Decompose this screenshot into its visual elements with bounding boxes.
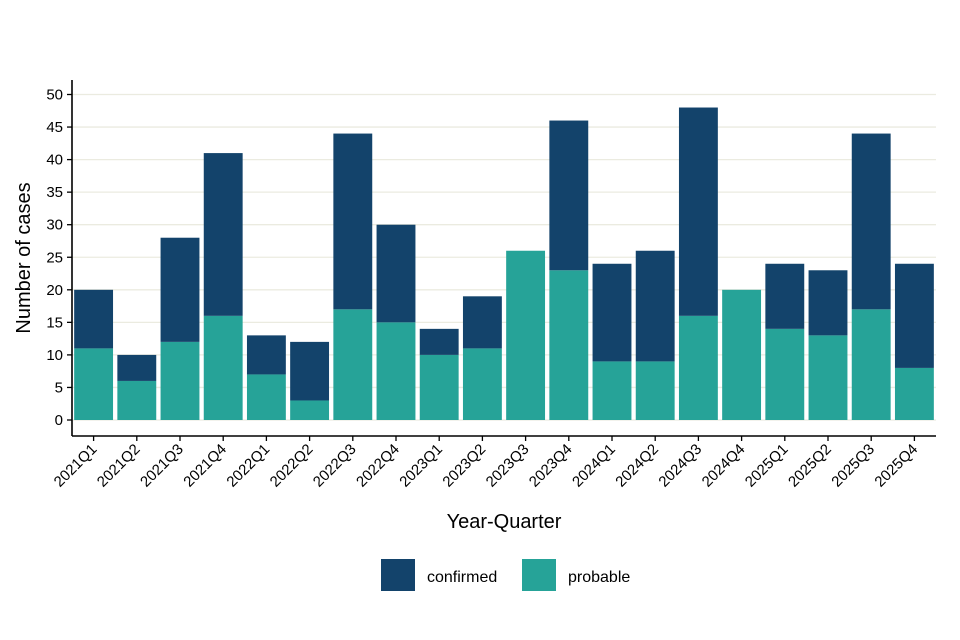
bar-confirmed <box>203 153 243 316</box>
bar-probable <box>808 335 848 420</box>
x-tick-label: 2024Q1 <box>569 441 619 491</box>
bar-probable <box>419 354 459 420</box>
bar-probable <box>333 309 373 420</box>
bar-confirmed <box>851 133 891 310</box>
x-tick-label: 2021Q2 <box>94 441 144 491</box>
bar-probable <box>290 400 330 420</box>
x-tick-label: 2023Q1 <box>396 441 446 491</box>
bar-confirmed <box>74 289 114 349</box>
y-tick-label: 0 <box>55 412 63 429</box>
bar-confirmed <box>592 263 632 362</box>
gridlines <box>72 93 936 421</box>
x-tick-label: 2025Q3 <box>828 441 878 491</box>
bar-probable <box>160 341 200 420</box>
x-tick-label: 2023Q2 <box>439 441 489 491</box>
legend-label-confirmed: confirmed <box>427 569 497 586</box>
bar-probable <box>462 348 502 420</box>
x-tick-label: 2022Q3 <box>310 441 360 491</box>
bar-confirmed <box>333 133 373 310</box>
bar-confirmed <box>894 263 934 368</box>
y-axis-title: Number of cases <box>13 182 35 333</box>
bars <box>74 107 934 420</box>
x-tick-label: 2022Q2 <box>267 441 317 491</box>
x-tick-label: 2023Q4 <box>526 441 576 491</box>
bar-confirmed <box>635 250 675 362</box>
x-tick-label: 2024Q3 <box>655 441 705 491</box>
y-tick-label: 25 <box>46 249 63 266</box>
legend-label-probable: probable <box>568 569 630 586</box>
bar-probable <box>203 315 243 420</box>
axes <box>71 80 936 437</box>
y-tick-label: 20 <box>46 282 63 299</box>
x-tick-label: 2024Q4 <box>699 441 749 491</box>
bar-confirmed <box>376 224 416 323</box>
bar-confirmed <box>160 237 200 342</box>
bar-confirmed <box>808 270 848 336</box>
x-tick-label: 2021Q3 <box>137 441 187 491</box>
y-tick-label: 35 <box>46 184 63 201</box>
bar-confirmed <box>765 263 805 329</box>
bar-confirmed <box>549 120 589 271</box>
y-tick-label: 40 <box>46 152 63 169</box>
y-tick-label: 15 <box>46 314 63 331</box>
x-tick-label: 2024Q2 <box>612 441 662 491</box>
x-tick-label: 2025Q2 <box>785 441 835 491</box>
x-axis-ticks: 2021Q12021Q22021Q32021Q42022Q12022Q22022… <box>51 436 921 491</box>
y-tick-label: 10 <box>46 347 63 364</box>
legend-swatch-probable <box>522 559 556 591</box>
x-tick-label: 2021Q4 <box>180 441 230 491</box>
bar-confirmed <box>117 354 157 381</box>
x-tick-label: 2025Q4 <box>871 441 921 491</box>
x-tick-label: 2021Q1 <box>51 441 101 491</box>
y-tick-label: 5 <box>55 379 63 396</box>
y-tick-label: 30 <box>46 217 63 234</box>
bar-probable <box>635 361 675 420</box>
y-tick-label: 45 <box>46 119 63 136</box>
x-tick-label: 2025Q1 <box>742 441 792 491</box>
legend-swatch-confirmed <box>381 559 415 591</box>
x-axis-title: Year-Quarter <box>447 511 562 533</box>
bar-confirmed <box>678 107 718 316</box>
bar-probable <box>592 361 632 420</box>
legend: confirmed probable <box>381 559 630 591</box>
bar-probable <box>722 289 762 420</box>
x-tick-label: 2022Q1 <box>223 441 273 491</box>
bar-confirmed <box>290 341 330 401</box>
bar-probable <box>117 380 157 420</box>
bar-confirmed <box>246 335 286 375</box>
bar-probable <box>765 328 805 420</box>
bar-probable <box>894 367 934 420</box>
x-tick-label: 2022Q4 <box>353 441 403 491</box>
bar-probable <box>549 270 589 420</box>
bar-probable <box>246 374 286 420</box>
y-tick-label: 50 <box>46 87 63 104</box>
x-tick-label: 2023Q3 <box>483 441 533 491</box>
bar-confirmed <box>419 328 459 355</box>
y-axis-ticks: 0 5 10 15 20 25 30 35 40 45 50 <box>46 87 72 429</box>
bar-probable <box>506 250 546 420</box>
bar-probable <box>851 309 891 420</box>
bar-probable <box>74 348 114 420</box>
bar-confirmed <box>462 296 502 349</box>
bar-probable <box>376 322 416 420</box>
bar-probable <box>678 315 718 420</box>
